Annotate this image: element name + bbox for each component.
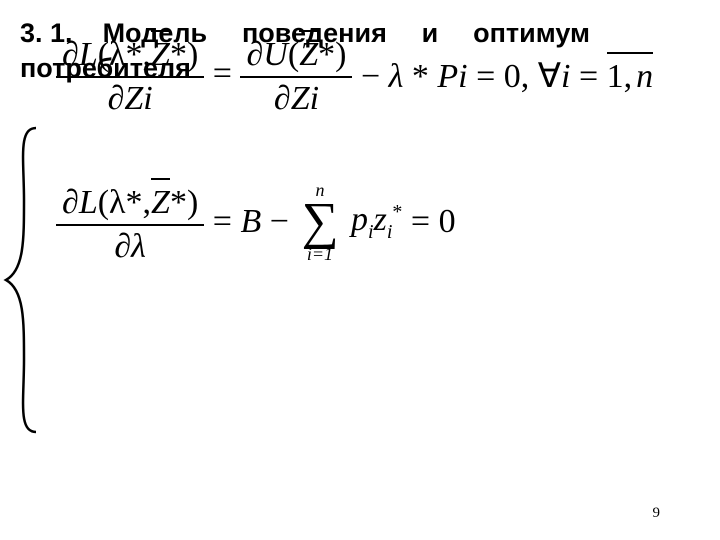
eq1-lhs-fraction: ∂L(λ*,Z*) ∂Zi	[56, 28, 204, 120]
equation-1: ∂L(λ*,Z*) ∂Zi = ∂U(Z*) ∂Zi − λ * Pi = 0,…	[56, 28, 653, 120]
equation-2: ∂L(λ*,Z*) ∂λ = B − n ∑ i=1 pizi* = 0	[56, 176, 456, 268]
summation-icon: n ∑ i=1	[301, 181, 338, 263]
eq2-lhs-fraction: ∂L(λ*,Z*) ∂λ	[56, 176, 204, 268]
page-number: 9	[653, 505, 661, 522]
eq1-range-overline: 1,n	[607, 52, 654, 96]
left-brace-icon	[0, 120, 48, 440]
eq1-rhs-fraction: ∂U(Z*) ∂Zi	[240, 28, 352, 120]
